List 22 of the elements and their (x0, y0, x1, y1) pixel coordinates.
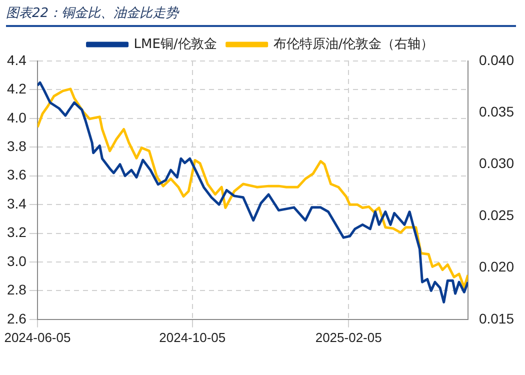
y2-tick-label: 0.025 (478, 206, 514, 223)
x-tick-label: 2024-06-05 (4, 330, 71, 345)
y-tick-label: 4.2 (6, 80, 27, 97)
legend-label: 布伦特原油/伦敦金（右轴） (273, 36, 434, 52)
y2-tick-label: 0.015 (478, 310, 514, 326)
y-tick-label: 2.6 (6, 310, 27, 326)
x-tick-label: 2025-02-05 (315, 330, 382, 345)
y-tick-label: 3.8 (6, 138, 27, 154)
y2-tick-label: 0.030 (478, 155, 514, 172)
y2-tick-label: 0.020 (478, 258, 514, 275)
y-tick-label: 3.2 (6, 224, 27, 240)
x-tick-label: 2024-10-05 (159, 330, 226, 345)
y2-tick-label: 0.040 (478, 52, 514, 68)
y-tick-label: 3.4 (6, 195, 27, 212)
y-tick-label: 3.0 (6, 252, 27, 269)
legend-label: LME铜/伦敦金 (134, 36, 217, 52)
y2-tick-label: 0.035 (478, 104, 514, 120)
y-tick-label: 4.0 (6, 109, 27, 126)
y-tick-label: 4.4 (6, 52, 27, 68)
y-tick-label: 3.6 (6, 166, 27, 183)
y-tick-label: 2.8 (6, 282, 27, 298)
chart-title: 图表22：铜金比、油金比走势 (6, 4, 516, 27)
